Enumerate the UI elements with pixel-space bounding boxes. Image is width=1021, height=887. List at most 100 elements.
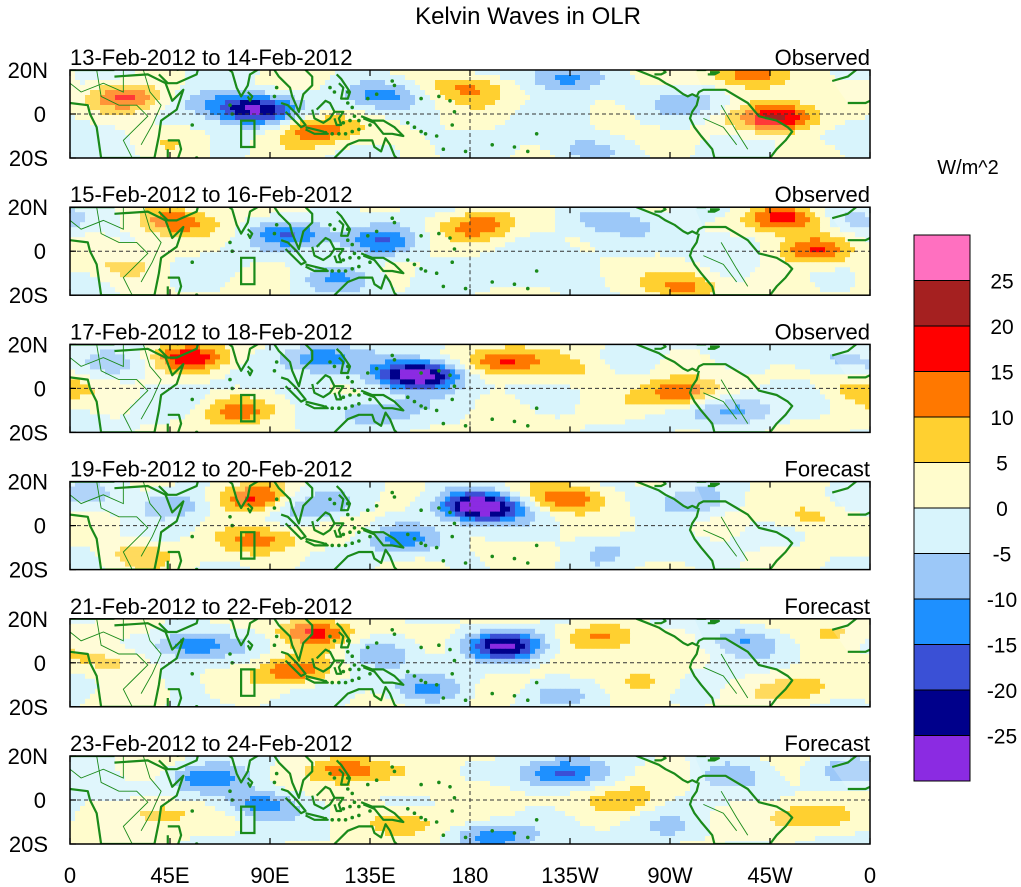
field-cell [450, 247, 456, 253]
field-cell [710, 115, 716, 121]
field-cell [690, 155, 696, 158]
field-cell [780, 212, 786, 218]
field-cell [525, 242, 531, 248]
field-cell [850, 212, 856, 218]
field-cell [710, 252, 716, 258]
field-cell [570, 130, 576, 136]
field-cell [210, 257, 216, 263]
field-cell [270, 232, 276, 238]
field-cell [340, 105, 346, 111]
field-cell [465, 262, 471, 268]
field-cell [365, 80, 371, 86]
field-cell [500, 85, 506, 91]
field-cell [160, 262, 166, 268]
field-cell [210, 222, 216, 228]
field-cell [715, 75, 721, 81]
panels: 13-Feb-2012 to 14-Feb-2012 Observed20N020… [8, 45, 871, 857]
field-cell [810, 70, 816, 76]
field-cell [690, 242, 696, 248]
field-cell [330, 140, 336, 146]
field-cell [85, 145, 91, 151]
field-cell [860, 207, 866, 213]
field-cell [845, 115, 851, 121]
field-cell [600, 212, 606, 218]
field-cell [640, 95, 646, 101]
field-cell [175, 140, 181, 146]
field-cell [480, 252, 486, 258]
field-cell [280, 155, 286, 158]
field-cell [495, 207, 501, 213]
field-cell [690, 105, 696, 111]
field-cell [460, 242, 466, 248]
field-cell [685, 237, 691, 243]
field-cell [625, 160, 630, 165]
field-cell [640, 242, 646, 248]
field-cell [240, 247, 246, 253]
field-cell [345, 130, 351, 136]
field-cell [415, 120, 421, 126]
field-cell [630, 242, 636, 248]
field-cell [735, 237, 741, 243]
field-cell [230, 252, 236, 258]
field-cell [560, 232, 566, 238]
field-cell [180, 140, 186, 146]
field-cell [695, 105, 701, 111]
field-cell [800, 120, 806, 126]
field-cell [760, 130, 766, 136]
field-cell [510, 130, 516, 136]
field-cell [655, 247, 661, 253]
field-cell [505, 212, 511, 218]
field-cell [520, 110, 526, 116]
field-cell [430, 80, 436, 86]
field-cell [705, 70, 711, 76]
field-cell [810, 120, 816, 126]
field-cell [115, 75, 121, 81]
field-cell [440, 160, 445, 165]
field-cell [150, 247, 156, 253]
field-cell [580, 222, 586, 228]
field-cell [555, 232, 561, 238]
field-cell [515, 130, 521, 136]
field-cell [440, 115, 446, 121]
field-cell [810, 105, 816, 111]
field-cell [785, 227, 791, 233]
field-cell [785, 222, 791, 228]
field-cell [565, 120, 571, 126]
field-cell [655, 222, 661, 228]
field-cell [440, 80, 446, 86]
field-cell [140, 145, 146, 151]
field-cell [825, 95, 831, 101]
field-cell [800, 252, 806, 258]
field-cell [600, 160, 605, 165]
field-cell [660, 237, 666, 243]
field-cell [310, 140, 316, 146]
field-cell [310, 120, 316, 126]
field-cell [445, 160, 450, 165]
field-cell [650, 135, 656, 141]
field-cell [620, 207, 626, 213]
field-cell [595, 232, 601, 238]
field-cell [430, 222, 436, 228]
field-cell [85, 222, 91, 228]
island [328, 85, 332, 90]
field-cell [610, 232, 616, 238]
field-cell [510, 237, 516, 243]
field-cell [335, 207, 341, 213]
field-cell [740, 105, 746, 111]
field-cell [125, 100, 131, 106]
field-cell [220, 75, 226, 81]
field-cell [110, 100, 116, 106]
island [272, 94, 277, 99]
field-cell [140, 90, 146, 96]
field-cell [535, 145, 541, 151]
field-cell [170, 130, 176, 136]
field-cell [75, 212, 81, 218]
field-cell [615, 105, 621, 111]
field-cell [75, 222, 81, 228]
field-cell [840, 247, 846, 253]
field-cell [660, 120, 666, 126]
field-cell [500, 100, 506, 106]
field-cell [650, 222, 656, 228]
field-cell [250, 100, 256, 106]
field-cell [810, 140, 816, 146]
